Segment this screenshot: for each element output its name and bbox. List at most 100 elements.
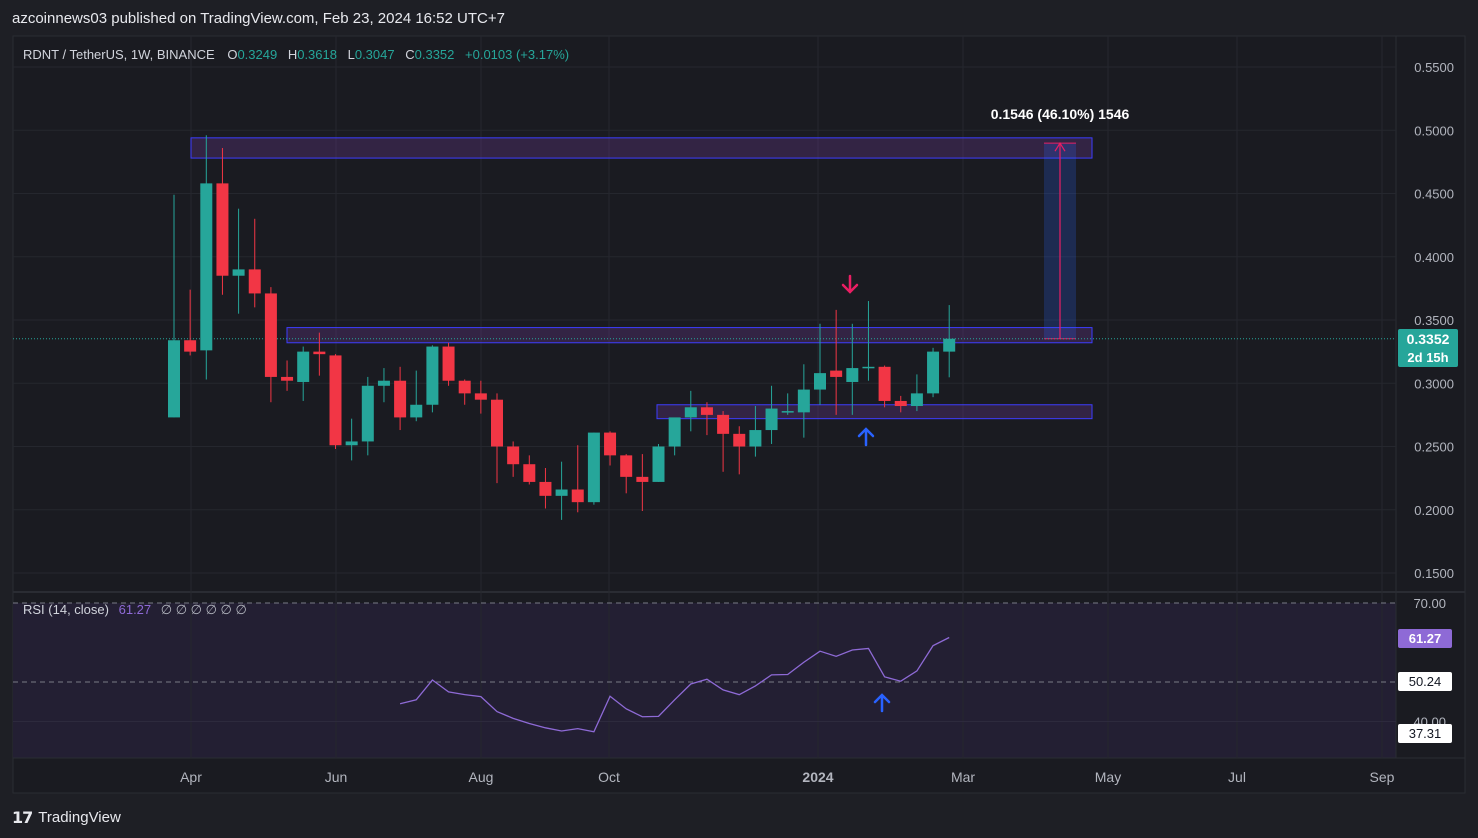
candle-body	[474, 393, 487, 400]
candle-body	[700, 407, 713, 415]
candle-body	[604, 432, 617, 456]
candle-body	[571, 489, 584, 503]
price-tag-price: 0.3352	[1407, 331, 1450, 347]
time-tick-label: Jul	[1228, 769, 1246, 785]
legend-high-label: H	[288, 47, 297, 62]
footer: 17 TradingView	[12, 806, 121, 828]
price-tick-label: 0.4000	[1414, 250, 1454, 265]
rsi-legend: RSI (14, close) 61.27 ∅ ∅ ∅ ∅ ∅ ∅	[23, 602, 247, 617]
candle-body	[216, 183, 229, 276]
price-tag-box	[1398, 329, 1458, 367]
price-tag-countdown: 2d 15h	[1407, 350, 1448, 365]
candle-body	[797, 389, 810, 413]
candle-body	[927, 351, 940, 394]
candle-body	[442, 346, 455, 381]
candles-layer	[168, 135, 956, 520]
tradingview-logo[interactable]: 17	[12, 807, 33, 827]
candle-body	[507, 446, 520, 465]
candle-body	[297, 351, 310, 382]
candle-body	[264, 293, 277, 377]
candle-body	[910, 393, 923, 407]
legend-close-value: 0.3352	[415, 47, 455, 62]
candle-body	[491, 399, 503, 447]
legend-change: +0.0103 (+3.17%)	[465, 47, 569, 62]
time-tick-label: May	[1095, 769, 1121, 785]
zone-box	[286, 327, 1093, 344]
rsi-tag-low-box	[1398, 724, 1452, 743]
candle-body	[248, 269, 261, 294]
rsi-tag-current: 61.27	[1409, 631, 1442, 646]
legend: RDNT / TetherUS, 1W, BINANCE O0.3249 H0.…	[23, 47, 569, 62]
rsi-line	[399, 636, 950, 733]
publisher-header: azcoinnews03 published on TradingView.co…	[0, 0, 1478, 36]
candle-body	[668, 417, 681, 447]
rsi-tag-low: 37.31	[1409, 726, 1442, 741]
candle-body	[361, 385, 374, 442]
candle-body	[329, 355, 342, 446]
legend-low-value: 0.3047	[355, 47, 395, 62]
legend-high-value: 0.3618	[297, 47, 337, 62]
price-tick-label: 0.4500	[1414, 187, 1454, 202]
candle-body	[684, 407, 697, 418]
zones-layer[interactable]	[190, 137, 1093, 420]
price-axis[interactable]: 0.5500 0.5000 0.4500 0.4000 0.3500 0.3000 0.25…	[1414, 60, 1454, 581]
candle-body	[281, 376, 294, 381]
legend-open-label: O	[227, 47, 237, 62]
time-tick-label: Sep	[1370, 769, 1395, 785]
arrow-up-icon	[873, 693, 891, 713]
arrow-up-icon	[857, 427, 875, 447]
measure-arrowhead	[1054, 142, 1066, 152]
candle-body	[894, 400, 907, 407]
rsi-legend-value: 61.27	[119, 602, 152, 617]
time-tick-label: 2024	[802, 769, 833, 785]
legend-low-label: L	[348, 47, 355, 62]
price-tick-label: 0.5000	[1414, 123, 1454, 138]
price-tick-label: 0.3500	[1414, 313, 1454, 328]
measure-tool[interactable]	[1044, 142, 1076, 340]
annotation-arrows	[841, 274, 891, 713]
arrow-down-icon	[841, 274, 859, 294]
zone-box	[190, 137, 1093, 159]
tradingview-brand[interactable]: TradingView	[38, 808, 121, 826]
time-tick-label: Oct	[598, 769, 620, 785]
price-tick-label: 0.2500	[1414, 440, 1454, 455]
legend-close-label: C	[405, 47, 414, 62]
legend-open-value: 0.3249	[237, 47, 277, 62]
candle-body	[717, 414, 730, 434]
candle-body	[749, 430, 762, 447]
candle-body	[200, 183, 213, 351]
time-tick-label: Mar	[951, 769, 975, 785]
candle-body	[878, 366, 891, 401]
time-tick-label: Aug	[469, 769, 494, 785]
rsi-tag-mid-box	[1398, 672, 1452, 691]
candle-body	[943, 338, 956, 352]
candle-body	[587, 432, 600, 503]
candle-body	[636, 476, 649, 482]
time-axis[interactable]: Apr Jun Aug Oct 2024 Mar May Jul Sep	[180, 769, 1395, 785]
candle-body	[862, 366, 875, 369]
rsi-tag-mid: 50.24	[1409, 674, 1442, 689]
candle-body	[426, 346, 439, 405]
candle-body	[539, 481, 552, 496]
candle-body	[555, 489, 568, 496]
candle-body	[652, 446, 665, 482]
candle-body	[765, 408, 778, 431]
candle-body	[523, 464, 536, 482]
price-tag: 0.3352 2d 15h	[1398, 329, 1458, 367]
rsi-tick-label: 70.00	[1413, 596, 1446, 611]
time-tick-label: Jun	[325, 769, 348, 785]
candle-body	[781, 411, 794, 413]
rsi-legend-extras: ∅ ∅ ∅ ∅ ∅ ∅	[161, 602, 247, 617]
publisher-text: azcoinnews03 published on TradingView.co…	[12, 10, 505, 27]
rsi-tags: 61.27 50.24 37.31	[1398, 629, 1452, 743]
candle-body	[377, 380, 390, 386]
measure-label: 0.1546 (46.10%) 1546	[991, 106, 1130, 122]
time-tick-label: Apr	[180, 769, 202, 785]
grid-lines	[13, 36, 1396, 758]
candle-body	[733, 433, 746, 447]
price-tick-label: 0.3000	[1414, 376, 1454, 391]
price-tick-label: 0.2000	[1414, 503, 1454, 518]
candle-body	[184, 340, 197, 352]
